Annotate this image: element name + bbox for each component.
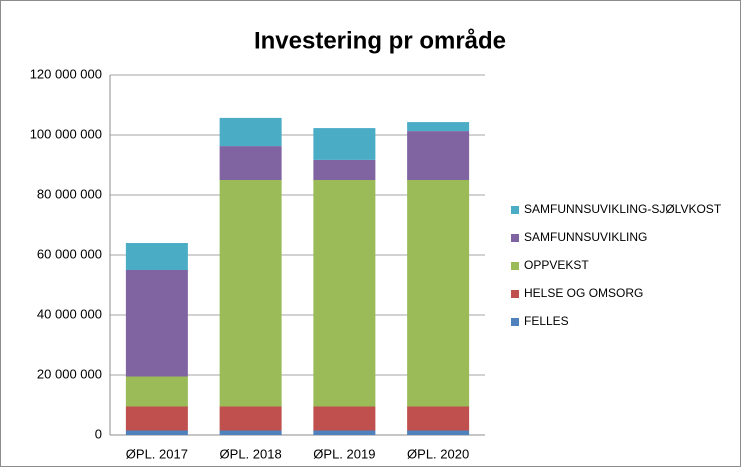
bar-segment [407,406,470,431]
legend-label: HELSE OG OMSORG [524,286,643,300]
x-tick-label: ØPL. 2017 [126,446,188,461]
legend-swatch [511,290,519,298]
bar-segment [407,131,470,180]
bar-segment [313,406,376,431]
legend-swatch [511,234,519,242]
chart-title: Investering pr område [254,27,506,54]
y-tick-label: 120 000 000 [30,66,102,81]
legend-swatch [511,262,519,270]
bar-segment [313,180,376,407]
bar-segment [313,128,376,160]
legend-swatch [511,206,519,214]
bar-segment [125,243,188,270]
y-tick-label: 80 000 000 [37,186,102,201]
bar-segment [313,159,376,180]
bar-segment [219,117,282,147]
x-tick-label: ØPL. 2018 [220,446,282,461]
y-tick-label: 100 000 000 [30,126,102,141]
legend-label: SAMFUNNSUVIKLING-SJØLVKOST [524,202,722,216]
y-tick-label: 40 000 000 [37,306,102,321]
legend-label: SAMFUNNSUVIKLING [524,230,647,244]
legend-swatch [511,318,519,326]
bar-segment [407,430,470,435]
bar-segment [219,180,282,407]
bar-segment [125,430,188,435]
bar-segment [125,270,188,377]
bar-segment [407,180,470,407]
bar-segment [407,122,470,132]
bar-segment [125,376,188,407]
legend-label: OPPVEKST [524,258,589,272]
x-tick-label: ØPL. 2019 [313,446,375,461]
bar-segment [219,406,282,431]
bar-segment [313,430,376,435]
legend-label: FELLES [524,314,569,328]
y-tick-label: 0 [95,426,102,441]
y-tick-label: 60 000 000 [37,246,102,261]
bar-segment [219,430,282,435]
y-tick-label: 20 000 000 [37,366,102,381]
x-tick-label: ØPL. 2020 [407,446,469,461]
bar-segment [219,146,282,180]
bar-segment [125,406,188,431]
